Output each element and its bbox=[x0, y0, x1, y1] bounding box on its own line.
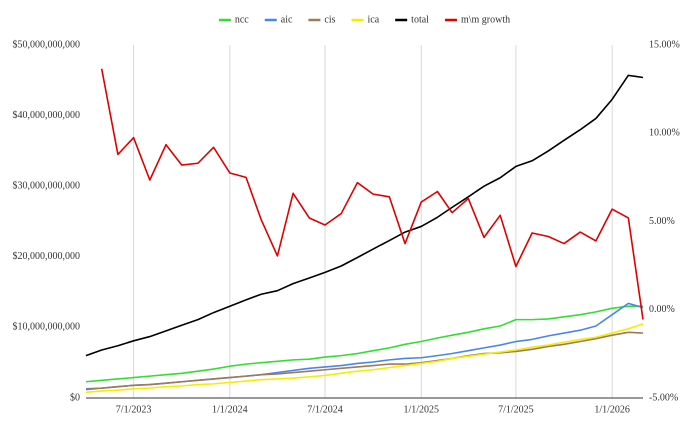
x-tick-label: 1/1/2026 bbox=[594, 404, 630, 415]
x-tick-label: 7/1/2024 bbox=[307, 404, 343, 415]
series-line bbox=[85, 305, 643, 383]
y2-tick-label: 5.00% bbox=[649, 216, 675, 227]
x-tick-label: 1/1/2025 bbox=[403, 404, 439, 415]
y-tick-label: $20,000,000,000 bbox=[13, 251, 81, 262]
x-tick-label: 7/1/2025 bbox=[498, 404, 534, 415]
legend-label: ica bbox=[368, 14, 380, 25]
y2-tick-label: -5.00% bbox=[649, 392, 678, 403]
x-tick-label: 1/1/2024 bbox=[212, 404, 248, 415]
legend-label: m\m growth bbox=[461, 14, 510, 25]
legend-label: aic bbox=[281, 14, 293, 25]
y-tick-label: $0 bbox=[70, 392, 80, 403]
y-tick-label: $40,000,000,000 bbox=[13, 110, 81, 121]
y-tick-label: $50,000,000,000 bbox=[13, 39, 81, 50]
y-tick-label: $30,000,000,000 bbox=[13, 180, 81, 191]
series-line bbox=[85, 302, 644, 390]
legend-label: total bbox=[411, 14, 429, 25]
x-tick-label: 7/1/2023 bbox=[116, 404, 152, 415]
y-tick-label: $10,000,000,000 bbox=[13, 322, 81, 333]
series-line bbox=[100, 68, 644, 320]
y2-tick-label: 15.00% bbox=[649, 39, 680, 50]
legend-label: ncc bbox=[235, 14, 249, 25]
legend-label: cis bbox=[324, 14, 335, 25]
y2-tick-label: 10.00% bbox=[649, 128, 680, 139]
series-line bbox=[85, 331, 644, 391]
series-line bbox=[85, 323, 644, 394]
series-line bbox=[85, 74, 644, 357]
y2-tick-label: 0.00% bbox=[649, 304, 675, 315]
